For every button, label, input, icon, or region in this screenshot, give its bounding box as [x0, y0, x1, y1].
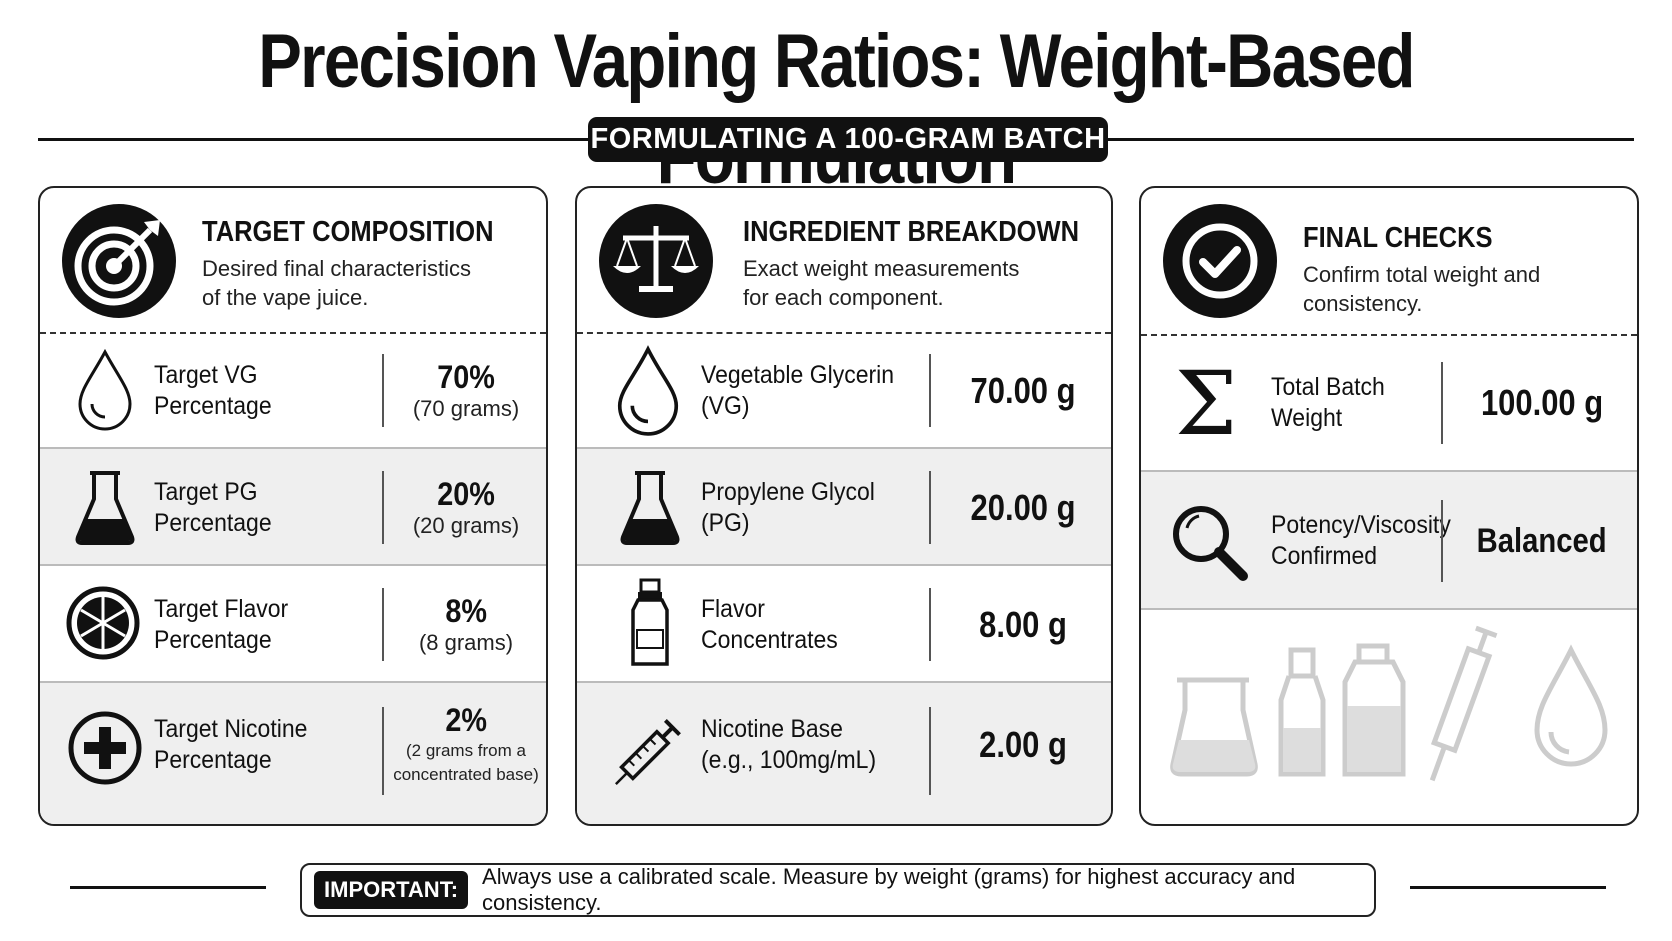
- panel-title: FINAL CHECKS: [1303, 222, 1493, 254]
- important-note: IMPORTANT: Always use a calibrated scale…: [300, 863, 1376, 917]
- panel-description: Desired final characteristics of the vap…: [202, 256, 471, 310]
- svg-text:Σ: Σ: [1175, 360, 1237, 446]
- decorative-illustration: [1141, 610, 1637, 824]
- row-label: Target Flavor Percentage: [154, 594, 289, 654]
- row-label: Total Batch Weight: [1271, 373, 1385, 432]
- divider: [929, 471, 931, 544]
- row-label: Target Nicotine Percentage: [154, 714, 308, 774]
- list-item: Vegetable Glycerin (VG) 70.00 g: [577, 332, 1111, 449]
- ingredient-breakdown-panel: INGREDIENT BREAKDOWN Exact weight measur…: [575, 186, 1113, 826]
- sigma-icon: Σ: [1175, 360, 1237, 446]
- weight-value: 100.00 g: [1480, 382, 1604, 423]
- row-value: 8% (8 grams): [386, 566, 546, 683]
- row-value: 20% (20 grams): [386, 449, 546, 566]
- list-item: Σ Total Batch Weight 100.00 g: [1141, 334, 1637, 472]
- header-rule-right: [1106, 138, 1634, 141]
- subtitle-banner: FORMULATING A 100-GRAM BATCH: [588, 117, 1108, 162]
- row-label: Flavor Concentrates: [701, 594, 838, 654]
- divider: [929, 588, 931, 661]
- plus-circle-icon: [68, 711, 142, 785]
- target-icon: [62, 204, 176, 318]
- divider: [929, 354, 931, 427]
- weight-value: 70.00 g: [970, 369, 1076, 411]
- weight-value: 8.00 g: [979, 603, 1067, 645]
- final-checks-panel: FINAL CHECKS Confirm total weight and co…: [1139, 186, 1639, 826]
- divider: [382, 588, 384, 661]
- percentage-value: 8%: [445, 593, 487, 629]
- percentage-value: 2%: [445, 702, 487, 738]
- list-item: Target Nicotine Percentage 2% (2 grams f…: [40, 683, 546, 824]
- panel-header: INGREDIENT BREAKDOWN Exact weight measur…: [577, 188, 1111, 334]
- list-item: Target Flavor Percentage 8% (8 grams): [40, 566, 546, 683]
- citrus-icon: [66, 586, 140, 660]
- list-item: Propylene Glycol (PG) 20.00 g: [577, 449, 1111, 566]
- gram-equivalent: (70 grams): [412, 396, 520, 421]
- row-value: 70.00 g: [933, 332, 1111, 449]
- row-label: Vegetable Glycerin (VG): [701, 360, 895, 420]
- lab-equipment-icon: [1170, 625, 1608, 782]
- percentage-value: 70%: [437, 359, 495, 395]
- list-item: Flavor Concentrates 8.00 g: [577, 566, 1111, 683]
- scale-icon: [599, 204, 713, 318]
- row-label: Target VG Percentage: [154, 360, 272, 420]
- panel-header: FINAL CHECKS Confirm total weight and co…: [1141, 188, 1637, 336]
- divider: [1441, 500, 1443, 582]
- divider: [382, 471, 384, 544]
- row-value: 8.00 g: [933, 566, 1111, 683]
- divider: [1441, 362, 1443, 444]
- bottle-icon: [631, 578, 669, 666]
- important-badge: IMPORTANT:: [314, 871, 469, 909]
- panel-title: TARGET COMPOSITION: [202, 216, 494, 248]
- row-value: 2% (2 grams from a concentrated base): [386, 683, 546, 806]
- droplet-icon: [78, 348, 132, 431]
- status-value: Balanced: [1476, 521, 1608, 560]
- syringe-icon: [615, 719, 681, 785]
- divider: [929, 707, 931, 795]
- footer-rule-left: [70, 886, 266, 889]
- row-value: 2.00 g: [933, 683, 1111, 806]
- list-item: Nicotine Base (e.g., 100mg/mL) 2.00 g: [577, 683, 1111, 824]
- checkmark-icon: [1163, 204, 1277, 318]
- panel-description: Exact weight measurements for each compo…: [743, 256, 1020, 310]
- weight-value: 20.00 g: [970, 486, 1076, 528]
- row-label: Potency/Viscosity Confirmed: [1271, 511, 1451, 570]
- page-title: Precision Vaping Ratios: Weight-Based Fo…: [258, 19, 1415, 200]
- row-value: 70% (70 grams): [386, 332, 546, 449]
- percentage-value: 20%: [437, 476, 495, 512]
- list-item: Target PG Percentage 20% (20 grams): [40, 449, 546, 566]
- row-label: Nicotine Base (e.g., 100mg/mL): [701, 714, 877, 774]
- divider: [382, 354, 384, 427]
- gram-equivalent: (8 grams): [418, 630, 514, 655]
- row-value: 100.00 g: [1445, 334, 1637, 472]
- row-value: 20.00 g: [933, 449, 1111, 566]
- row-value: Balanced: [1445, 472, 1637, 610]
- droplet-icon: [617, 345, 679, 436]
- beaker-icon: [75, 471, 135, 545]
- list-item: Potency/Viscosity Confirmed Balanced: [1141, 472, 1637, 610]
- panel-header: TARGET COMPOSITION Desired final charact…: [40, 188, 546, 334]
- beaker-icon: [620, 471, 680, 545]
- magnifier-icon: [1173, 506, 1248, 581]
- list-item: Target VG Percentage 70% (70 grams): [40, 332, 546, 449]
- divider: [382, 707, 384, 795]
- panel-description: Confirm total weight and consistency.: [1303, 262, 1541, 316]
- row-label: Target PG Percentage: [154, 477, 272, 537]
- footer-rule-right: [1410, 886, 1606, 889]
- weight-value: 2.00 g: [979, 723, 1067, 765]
- target-composition-panel: TARGET COMPOSITION Desired final charact…: [38, 186, 548, 826]
- row-label: Propylene Glycol (PG): [701, 477, 875, 537]
- panel-title: INGREDIENT BREAKDOWN: [743, 216, 1080, 248]
- gram-equivalent: (2 grams from a concentrated base): [393, 741, 539, 784]
- header-rule-left: [38, 138, 590, 141]
- important-text: Always use a calibrated scale. Measure b…: [482, 864, 1296, 915]
- gram-equivalent: (20 grams): [412, 513, 520, 538]
